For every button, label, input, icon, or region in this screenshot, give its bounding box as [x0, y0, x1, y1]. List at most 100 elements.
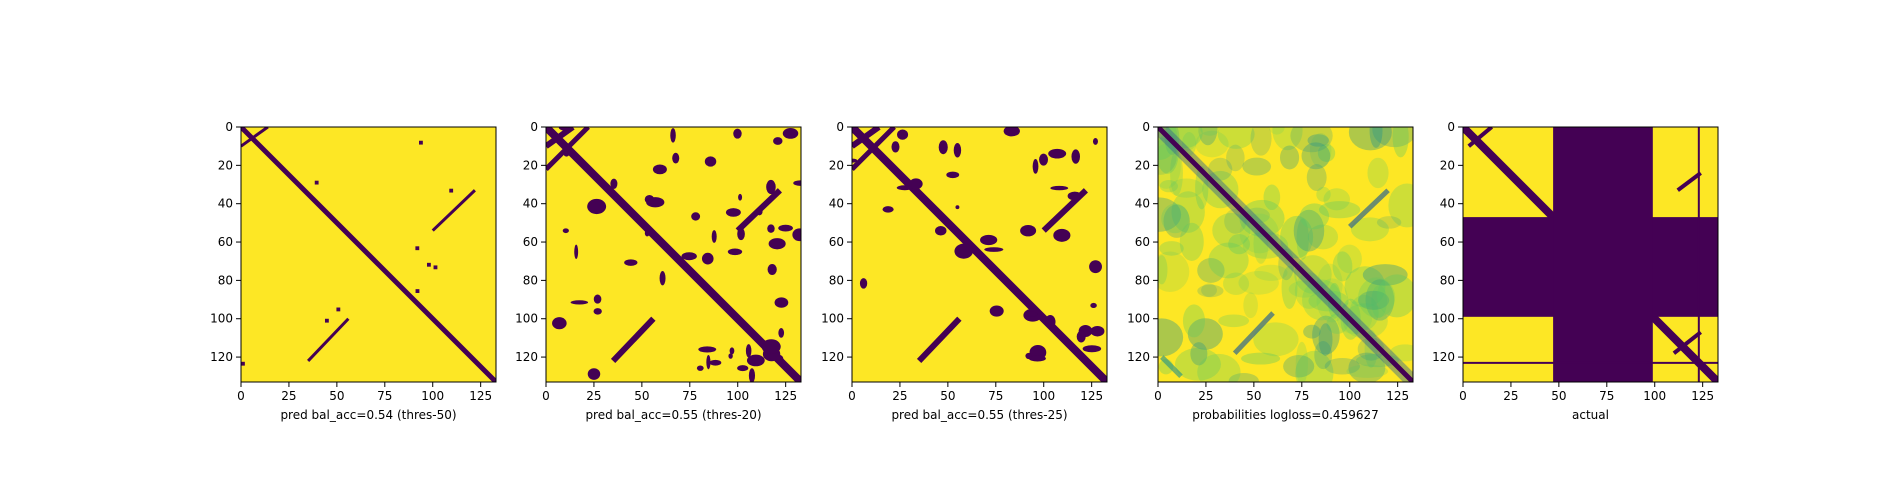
contact-blob [624, 259, 638, 266]
y-tick-label: 40 [1440, 197, 1455, 211]
contact-blob [1028, 355, 1046, 362]
probability-blob [1201, 283, 1217, 297]
y-tick-label: 120 [1432, 350, 1455, 364]
contact-blob [681, 252, 697, 261]
contact-blob [1039, 153, 1048, 166]
probability-blob [1317, 144, 1336, 162]
contact-blob [729, 347, 735, 355]
contact-blob [1053, 228, 1071, 242]
probability-blob [1250, 127, 1272, 156]
probability-blob [1326, 313, 1349, 334]
contact-strand [852, 127, 881, 149]
probability-blob [1288, 280, 1320, 298]
heatmap-panel-4: 0 25 50 75 100 125 0 20 40 60 80 100 120 probabilitie… [1127, 120, 1414, 422]
y-tick-label: 100 [210, 312, 233, 326]
contact-blob [587, 198, 607, 215]
x-tick-label: 0 [542, 389, 550, 403]
contact-pixel [241, 361, 245, 366]
contact-blob [1044, 314, 1056, 329]
y-tick-label: 120 [210, 350, 233, 364]
probability-blob [1163, 204, 1190, 238]
y-tick-label: 80 [523, 273, 538, 287]
contact-blob [1076, 330, 1086, 343]
probability-blob [1182, 304, 1206, 338]
y-tick-label: 0 [1447, 120, 1455, 134]
contact-blob [737, 365, 749, 372]
main-diagonal [852, 127, 1107, 382]
probability-blob [1161, 203, 1190, 234]
contact-blob [852, 158, 858, 163]
x-tick-label: 50 [1551, 389, 1566, 403]
contact-blob [761, 339, 781, 355]
contact-pixel [415, 289, 420, 293]
probability-blob [1239, 213, 1279, 254]
contact-blob [773, 137, 783, 145]
contact-blob [1032, 159, 1039, 174]
probability-blob [1392, 127, 1409, 158]
probability-blob [1158, 197, 1182, 232]
x-axis-label: probabilities logloss=0.459627 [1192, 408, 1379, 422]
contact-strand [1676, 171, 1702, 192]
x-tick-label: 75 [682, 389, 697, 403]
probability-blob [1283, 355, 1315, 378]
x-axis-label: pred bal_acc=0.54 (thres-50) [280, 408, 456, 422]
contact-blob [909, 178, 923, 190]
probability-blob [1342, 303, 1388, 339]
probability-blob [1281, 265, 1298, 309]
probability-blob [1389, 344, 1413, 362]
contact-blob [644, 229, 650, 237]
axes-frame [851, 126, 1108, 383]
y-tick-label: 80 [218, 273, 233, 287]
x-tick-label: 25 [586, 389, 601, 403]
contact-blob [955, 205, 960, 210]
probability-blob [1336, 301, 1373, 335]
heatmap-panel-1: 0 25 50 75 100 125 0 20 40 60 80 100 120 pred bal_acc… [210, 120, 497, 422]
x-tick-label: 100 [1643, 389, 1666, 403]
probability-blob [1228, 233, 1250, 255]
contact-blob [563, 152, 570, 157]
x-tick-label: 125 [469, 389, 492, 403]
probability-blob [1241, 352, 1281, 365]
contact-blob [552, 317, 567, 330]
probability-blob [1348, 352, 1386, 382]
contact-blob [652, 164, 667, 175]
contact-blob [989, 305, 1004, 317]
probability-blob [1197, 258, 1225, 283]
contact-blob [728, 353, 733, 359]
contact-pixel [419, 140, 423, 145]
antidiagonal-band [1232, 311, 1275, 355]
probability-blob [1295, 350, 1334, 382]
contact-blob [938, 140, 948, 155]
probability-blob [1371, 284, 1387, 319]
probability-blob [1358, 277, 1396, 318]
heatmap-panel-5: 0 25 50 75 100 125 0 20 40 60 80 100 120 actual [1432, 120, 1719, 422]
contact-strand [546, 127, 590, 171]
contact-blob [587, 368, 601, 380]
x-tick-label: 50 [1246, 389, 1261, 403]
contact-blob [562, 228, 569, 234]
contact-pixel [433, 265, 438, 270]
y-tick-label: 40 [1135, 197, 1150, 211]
contact-blob [574, 244, 579, 259]
contact-blob [558, 127, 573, 131]
heatmap-panel-3: 0 25 50 75 100 125 0 20 40 60 80 100 120 pred bal_acc… [821, 120, 1108, 422]
probability-blob [1367, 157, 1389, 189]
probability-blob [1158, 251, 1190, 292]
main-diagonal [1158, 127, 1413, 382]
y-tick-label: 0 [836, 120, 844, 134]
contact-blob [767, 263, 777, 275]
y-tick-label: 0 [530, 120, 538, 134]
y-tick-label: 80 [1135, 273, 1150, 287]
contact-pixel [324, 318, 329, 323]
contact-pixel [336, 307, 341, 312]
contact-blob [1090, 302, 1097, 309]
probability-blob [1350, 217, 1389, 242]
probability-blob [1224, 208, 1247, 234]
probability-blob [1324, 357, 1361, 375]
x-tick-label: 0 [848, 389, 856, 403]
probability-blob [1362, 264, 1408, 286]
y-tick-label: 20 [1135, 158, 1150, 172]
probability-blob [1253, 322, 1299, 357]
probability-blob [1158, 318, 1184, 357]
y-tick-label: 0 [225, 120, 233, 134]
